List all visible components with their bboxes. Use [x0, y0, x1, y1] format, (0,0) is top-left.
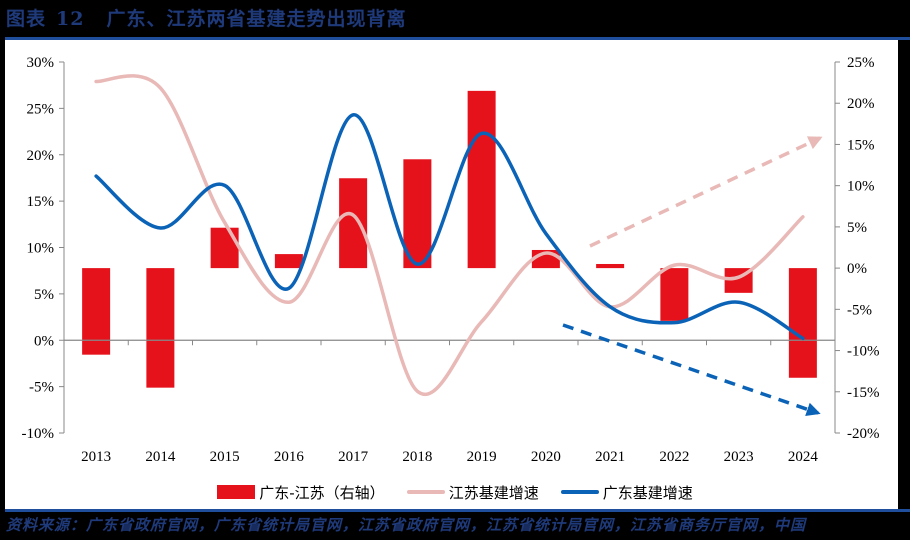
right-tick-label: 20%	[847, 96, 875, 112]
left-tick-label: 5%	[34, 287, 54, 303]
right-tick-label: 0%	[847, 261, 867, 277]
bar-2016	[274, 254, 303, 269]
bar-2024	[788, 268, 817, 378]
right-tick-label: -15%	[847, 385, 880, 401]
x-tick-label: 2018	[402, 449, 432, 465]
right-tick-label: -10%	[847, 344, 880, 360]
bar-2013	[82, 268, 111, 355]
bar-2019	[467, 90, 496, 269]
bar-2021	[596, 263, 625, 269]
x-tick-label: 2020	[531, 449, 561, 465]
guangdong-trend-arrow	[562, 323, 821, 416]
legend-label: 广东-江苏（右轴）	[259, 483, 385, 502]
legend-line-swatch	[560, 490, 599, 494]
left-tick-label: 30%	[27, 55, 55, 71]
bar-2022	[660, 268, 689, 321]
right-tick-label: 15%	[847, 137, 875, 153]
legend-line-swatch	[406, 490, 445, 494]
x-tick-label: 2023	[724, 449, 754, 465]
bottom-rule	[5, 509, 910, 512]
source-note: 资料来源：广东省政府官网，广东省统计局官网，江苏省政府官网，江苏省统计局官网，江…	[6, 516, 807, 534]
figure-title: 图表 12 广东、江苏两省基建走势出现背离	[6, 4, 406, 34]
x-tick-label: 2014	[145, 449, 176, 465]
x-tick-label: 2016	[274, 449, 305, 465]
right-tick-label: -20%	[847, 426, 880, 442]
x-tick-label: 2021	[595, 449, 625, 465]
legend: 广东-江苏（右轴） 江苏基建增速 广东基建增速	[0, 480, 910, 504]
figure-label: 图表	[6, 8, 47, 30]
figure-title-text: 广东、江苏两省基建走势出现背离	[106, 8, 407, 30]
right-tick-label: 10%	[847, 179, 875, 195]
x-tick-label: 2024	[788, 449, 819, 465]
legend-label: 广东基建增速	[602, 483, 693, 502]
figure-number: 12	[56, 8, 85, 30]
right-tick-label: 25%	[847, 55, 875, 71]
legend-item-diff: 广东-江苏（右轴）	[217, 482, 385, 503]
left-tick-label: 25%	[27, 101, 55, 117]
legend-bar-swatch	[217, 485, 256, 499]
x-tick-label: 2015	[210, 449, 240, 465]
x-tick-label: 2019	[467, 449, 497, 465]
left-tick-label: 10%	[27, 241, 55, 257]
left-tick-label: 0%	[34, 333, 54, 349]
legend-label: 江苏基建增速	[448, 483, 539, 502]
x-tick-label: 2017	[338, 449, 369, 465]
left-tick-label: -10%	[22, 426, 55, 442]
right-tick-label: 5%	[847, 220, 867, 236]
bar-2015	[210, 227, 239, 269]
x-tick-label: 2013	[81, 449, 111, 465]
guangdong-line	[94, 113, 805, 341]
left-tick-label: 15%	[27, 194, 55, 210]
left-tick-label: -5%	[29, 380, 54, 396]
jiangsu-line	[94, 74, 805, 396]
top-rule	[5, 37, 910, 40]
legend-item-jiangsu: 江苏基建增速	[406, 482, 539, 503]
right-tick-label: -5%	[847, 302, 872, 318]
bar-2014	[146, 268, 175, 388]
bar-2017	[339, 178, 368, 269]
x-tick-label: 2022	[659, 449, 689, 465]
bar-2018	[403, 159, 432, 269]
legend-item-guangdong: 广东基建增速	[560, 482, 693, 503]
jiangsu-trend-arrow	[589, 136, 823, 248]
left-tick-label: 20%	[27, 148, 55, 164]
